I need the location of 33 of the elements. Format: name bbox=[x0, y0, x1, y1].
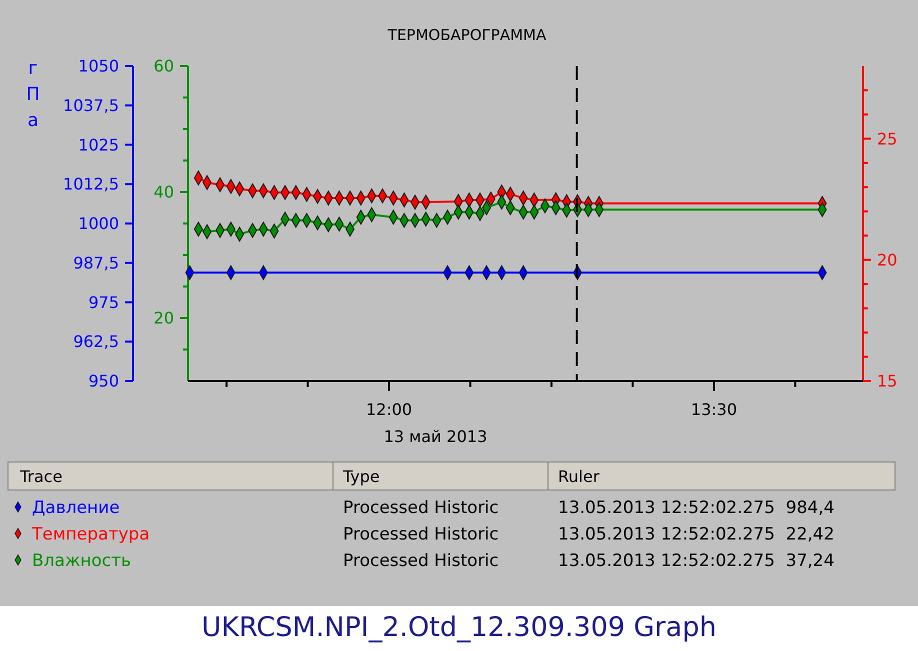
y2-tick-label: 20 bbox=[154, 308, 174, 328]
y-tick-label: 962,5 bbox=[73, 332, 119, 352]
y-tick-label: 950 bbox=[88, 372, 119, 391]
x-tick-label: 13:30 bbox=[690, 400, 738, 419]
y2-tick-label: 60 bbox=[154, 56, 174, 76]
text: Processed Historic bbox=[343, 498, 499, 518]
text: UKRCSM.NPI_2.Otd_12.309.309 Graph bbox=[202, 612, 716, 643]
y-tick-label: 1025 bbox=[78, 135, 119, 154]
text: 13.05.2013 12:52:02.275 984,4 bbox=[558, 498, 834, 518]
y-tick-label: 1000 bbox=[78, 214, 119, 234]
y-axis-title: гПа bbox=[26, 58, 40, 131]
y-tick-label: 1050 bbox=[78, 56, 119, 76]
y-tick-label: 1037,5 bbox=[63, 96, 119, 115]
legend-label: Влажность bbox=[32, 551, 132, 571]
y3-tick-label: 20 bbox=[877, 250, 898, 270]
legend-label: Давление bbox=[32, 498, 120, 518]
y-tick-label: 1012,5 bbox=[63, 174, 119, 194]
text: Processed Historic bbox=[343, 551, 499, 571]
y2-tick-label: 40 bbox=[154, 182, 174, 202]
y3-tick-label: 15 bbox=[877, 372, 898, 391]
text: Ruler bbox=[558, 467, 600, 486]
y-tick-label: 975 bbox=[88, 292, 119, 312]
legend-label: Температура bbox=[31, 524, 150, 544]
x-tick-label: 12:00 bbox=[366, 400, 412, 419]
x-axis-title: 13 май 2013 bbox=[384, 427, 488, 446]
text: Processed Historic bbox=[343, 524, 499, 544]
text: Type bbox=[342, 467, 380, 486]
text: 13.05.2013 12:52:02.275 37,24 bbox=[558, 551, 834, 571]
chart-title: ТЕРМОБАРОГРАММА bbox=[386, 26, 547, 44]
y3-tick-label: 25 bbox=[877, 129, 898, 148]
y-tick-label: 987,5 bbox=[73, 253, 119, 272]
text: 13.05.2013 12:52:02.275 22,42 bbox=[558, 524, 834, 544]
text: Trace bbox=[19, 467, 62, 486]
